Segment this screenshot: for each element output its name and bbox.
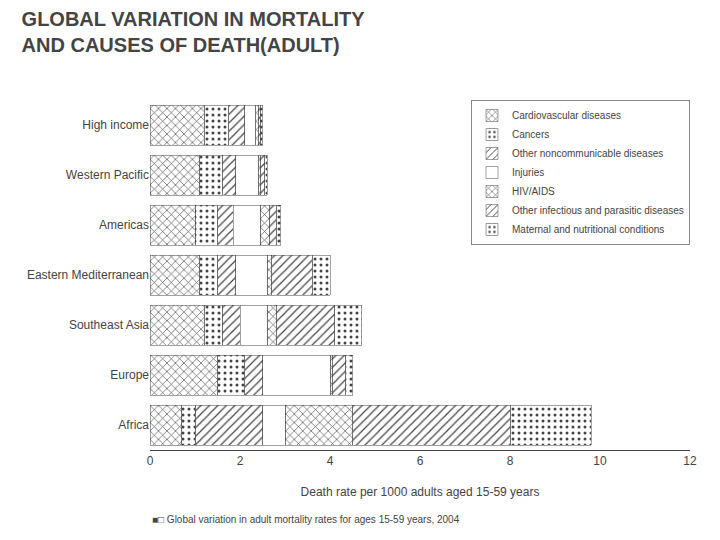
svg-text:GLOBAL VARIATION IN MORTALITYA: GLOBAL VARIATION IN MORTALITYAND CAUSES … [22, 8, 366, 56]
svg-text:Americas: Americas [99, 218, 149, 232]
svg-text:Maternal and nutritional condi: Maternal and nutritional conditions [512, 224, 664, 235]
svg-text:Eastern Mediterranean: Eastern Mediterranean [27, 268, 149, 282]
svg-text:0: 0 [147, 454, 154, 468]
svg-text:Death rate per 1000 adults age: Death rate per 1000 adults aged 15-59 ye… [301, 485, 540, 499]
svg-text:12: 12 [683, 454, 697, 468]
svg-text:8: 8 [507, 454, 514, 468]
svg-text:2: 2 [237, 454, 244, 468]
svg-text:Cardiovascular diseases: Cardiovascular diseases [512, 110, 621, 121]
svg-text:Other noncommunicable diseases: Other noncommunicable diseases [512, 148, 663, 159]
svg-text:Western Pacific: Western Pacific [66, 168, 149, 182]
svg-text:10: 10 [593, 454, 607, 468]
svg-text:■□ Global variation in adult m: ■□ Global variation in adult mortality r… [152, 514, 460, 525]
svg-text:Cancers: Cancers [512, 129, 549, 140]
svg-text:6: 6 [417, 454, 424, 468]
svg-text:HIV/AIDS: HIV/AIDS [512, 186, 555, 197]
svg-text:High income: High income [82, 118, 149, 132]
svg-text:Injuries: Injuries [512, 167, 544, 178]
svg-text:Europe: Europe [110, 368, 149, 382]
svg-text:Africa: Africa [118, 418, 149, 432]
svg-text:4: 4 [327, 454, 334, 468]
svg-text:Other infectious and parasitic: Other infectious and parasitic diseases [512, 205, 684, 216]
svg-text:Southeast Asia: Southeast Asia [69, 318, 149, 332]
